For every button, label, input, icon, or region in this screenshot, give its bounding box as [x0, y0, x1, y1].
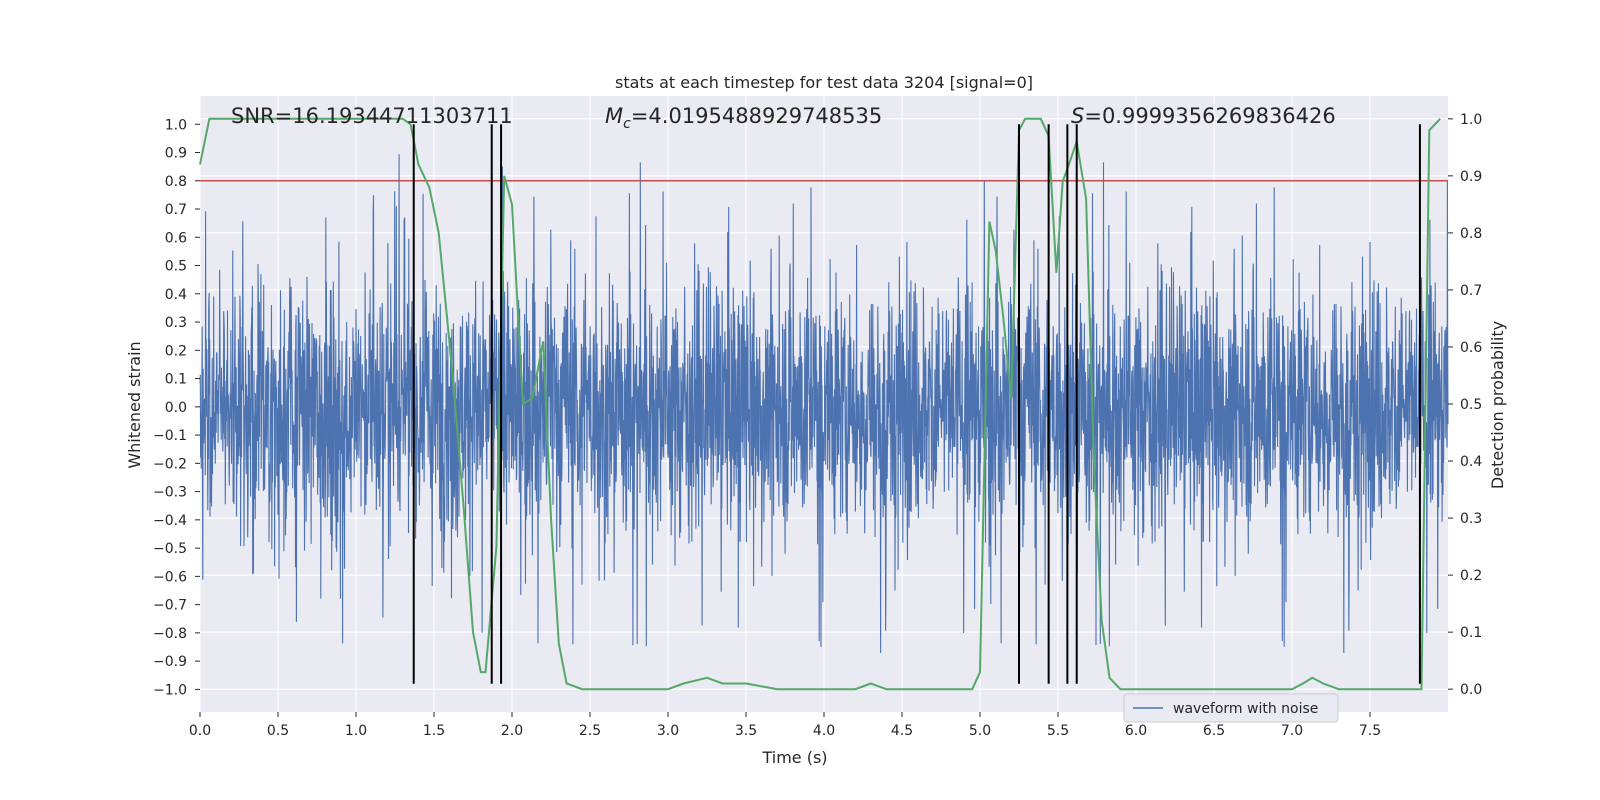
x-tick-label: 6.5 — [1203, 723, 1225, 739]
y-right-tick-label: 0.8 — [1460, 226, 1482, 242]
y-right-tick-label: 1.0 — [1460, 112, 1482, 128]
score-value: =0.9999356269836426 — [1084, 104, 1335, 128]
x-tick-label: 3.5 — [735, 723, 757, 739]
snr-annotation: SNR=16.19344711303711 — [231, 104, 513, 128]
x-tick-label: 1.5 — [423, 723, 445, 739]
y-left-tick-label: 0.7 — [165, 202, 187, 218]
y-right-tick-label: 0.5 — [1460, 397, 1482, 413]
legend: waveform with noise — [1123, 693, 1339, 723]
y-left-tick-label: 0.0 — [165, 400, 187, 416]
x-tick-label: 4.0 — [813, 723, 835, 739]
x-tick-label: 7.0 — [1281, 723, 1303, 739]
y-left-tick-label: −0.9 — [153, 654, 187, 670]
chart-title: stats at each timestep for test data 320… — [615, 73, 1033, 92]
y-right-tick-label: 0.2 — [1460, 568, 1482, 584]
x-tick-label: 2.0 — [501, 723, 523, 739]
y-left-tick-label: −0.1 — [153, 428, 187, 444]
y-right-tick-label: 0.1 — [1460, 625, 1482, 641]
x-tick-label: 0.5 — [267, 723, 289, 739]
chirp-mass-subscript: c — [623, 116, 631, 132]
waveform-series — [199, 154, 1449, 654]
x-tick-label: 3.0 — [657, 723, 679, 739]
x-tick-label: 4.5 — [891, 723, 913, 739]
x-tick-label: 7.5 — [1359, 723, 1381, 739]
y-axis-left-label: Whitened strain — [125, 341, 144, 468]
y-right-tick-label: 0.0 — [1460, 682, 1482, 698]
y-axis-left-ticks: 1.0 0.9 0.8 0.7 0.6 0.5 0.4 0.3 0.2 0.1 0.0 −0.1 −0.… — [153, 117, 200, 698]
y-left-tick-label: 0.9 — [165, 146, 187, 162]
x-tick-label: 2.5 — [579, 723, 601, 739]
x-tick-label: 5.5 — [1047, 723, 1069, 739]
y-left-tick-label: −0.6 — [153, 569, 187, 585]
y-left-tick-label: 0.3 — [165, 315, 187, 331]
x-tick-label: 6.0 — [1125, 723, 1147, 739]
y-left-tick-label: −0.8 — [153, 626, 187, 642]
y-left-tick-label: 0.8 — [165, 174, 187, 190]
vertical-markers — [412, 124, 1421, 684]
y-right-tick-label: 0.4 — [1460, 454, 1482, 470]
x-tick-label: 0.0 — [189, 723, 211, 739]
x-axis-ticks: 0.0 0.5 1.0 1.5 2.0 2.5 3.0 3.5 4.0 4.5 5.0 5.5 6.0 6… — [189, 712, 1381, 739]
x-tick-label: 1.0 — [345, 723, 367, 739]
y-left-tick-label: 1.0 — [165, 117, 187, 133]
chirp-mass-value: =4.0195488929748535 — [631, 104, 882, 128]
y-left-tick-label: 0.4 — [165, 287, 187, 303]
legend-label: waveform with noise — [1173, 701, 1318, 717]
y-right-tick-label: 0.7 — [1460, 283, 1482, 299]
waveform-line — [199, 154, 1449, 654]
chirp-mass-annotation: Mc=4.0195488929748535 — [605, 104, 882, 132]
x-axis-label: Time (s) — [761, 748, 827, 767]
y-left-tick-label: 0.2 — [165, 343, 187, 359]
score-symbol: S — [1071, 104, 1084, 128]
score-annotation: S=0.9999356269836426 — [1071, 104, 1336, 128]
y-axis-right-label: Detection probability — [1488, 321, 1507, 489]
y-right-tick-label: 0.9 — [1460, 169, 1482, 185]
y-left-tick-label: −0.5 — [153, 541, 187, 557]
y-axis-right-ticks: 1.0 0.9 0.8 0.7 0.6 0.5 0.4 0.3 0.2 0.1 0.0 — [1448, 112, 1482, 698]
y-left-tick-label: −0.3 — [153, 485, 187, 501]
y-right-tick-label: 0.3 — [1460, 511, 1482, 527]
y-left-tick-label: 0.1 — [165, 372, 187, 388]
y-left-tick-label: 0.6 — [165, 230, 187, 246]
y-left-tick-label: −0.7 — [153, 598, 187, 614]
chirp-mass-symbol: M — [605, 104, 623, 128]
y-left-tick-label: −1.0 — [153, 682, 187, 698]
probability-series — [199, 117, 1441, 691]
probability-line — [199, 117, 1441, 691]
x-tick-label: 5.0 — [969, 723, 991, 739]
y-left-tick-label: −0.4 — [153, 513, 187, 529]
legend-box — [1123, 693, 1339, 723]
y-left-tick-label: −0.2 — [153, 456, 187, 472]
y-left-tick-label: 0.5 — [165, 259, 187, 275]
y-right-tick-label: 0.6 — [1460, 340, 1482, 356]
